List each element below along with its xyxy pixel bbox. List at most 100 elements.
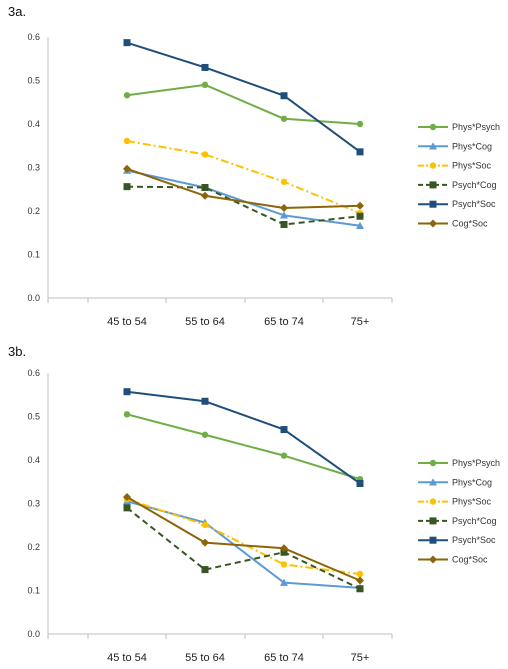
panel-label-3a: 3a. (8, 4, 26, 19)
legend-marker (429, 459, 437, 467)
data-point-cog-soc (123, 492, 131, 501)
legend-item: Psych*Cog (418, 180, 497, 190)
data-point-phys-soc (123, 137, 131, 145)
data-point-phys-soc (280, 561, 288, 568)
data-point-phys-psych (201, 431, 209, 438)
legend-label: Phys*Psych (452, 122, 500, 132)
data-point-psych-soc (201, 397, 209, 405)
series-line-psych-soc (126, 390, 361, 485)
x-tick-label: 45 to 54 (107, 316, 147, 328)
legend-item: Cog*Soc (418, 219, 488, 229)
data-point-psych-cog (201, 566, 209, 574)
legend-marker (429, 200, 437, 208)
data-point-psych-soc (356, 479, 364, 487)
data-point-phys-psych (201, 81, 209, 89)
data-point-psych-soc (356, 148, 364, 156)
legend-item: Cog*Soc (418, 555, 488, 565)
legend-label: Phys*Cog (452, 141, 492, 151)
y-tick-label: 0.4 (27, 455, 40, 465)
legend-marker (429, 219, 437, 228)
data-point-psych-soc (201, 63, 209, 71)
series-line-psych-soc (126, 41, 361, 153)
legend-marker (429, 181, 437, 189)
legend-marker (429, 162, 437, 169)
data-point-phys-soc (201, 151, 209, 158)
legend-marker (429, 517, 437, 525)
data-point-psych-cog (356, 585, 364, 593)
data-point-phys-psych (280, 452, 288, 459)
data-point-phys-psych (280, 115, 288, 122)
data-point-cog-soc (280, 544, 288, 553)
x-tick-label: 65 to 74 (264, 316, 304, 328)
y-tick-label: 0.0 (27, 629, 40, 639)
x-tick-label: 55 to 64 (185, 652, 225, 664)
data-point-cog-soc (123, 164, 131, 173)
data-point-cog-soc (201, 538, 209, 547)
chart-3b: 0.0 0.1 0.2 0.3 0.4 0.5 0.6 45 to 54 55 to 64 65 … (27, 368, 500, 664)
series-line-phys-psych (126, 83, 361, 125)
y-tick-label: 0.2 (27, 542, 40, 552)
series-line-phys-psych (126, 413, 361, 481)
data-point-psych-soc (123, 388, 131, 396)
legend-label: Psych*Soc (452, 199, 496, 209)
series-line-phys-soc (126, 139, 361, 215)
y-tick-label: 0.6 (27, 32, 40, 42)
legend-label: Psych*Cog (452, 180, 497, 190)
y-tick-label: 0.1 (27, 250, 40, 260)
data-point-phys-psych (123, 92, 131, 99)
data-point-phys-soc (201, 521, 209, 529)
data-point-phys-soc (280, 178, 288, 186)
x-tick-label: 75+ (351, 316, 370, 328)
data-point-phys-psych (356, 120, 364, 128)
legend-item: Phys*Soc (418, 497, 492, 507)
y-tick-label: 0.6 (27, 368, 40, 378)
series-line-phys-soc (126, 498, 361, 575)
data-point-cog-soc (201, 191, 209, 200)
data-point-psych-cog (201, 184, 209, 192)
legend-label: Phys*Cog (452, 477, 492, 487)
legend-label: Cog*Soc (452, 555, 488, 565)
legend-item: Phys*Cog (418, 477, 492, 487)
legend-item: Phys*Soc (418, 161, 492, 171)
data-point-phys-soc (356, 570, 364, 578)
legend-item: Phys*Psych (418, 122, 500, 132)
data-point-phys-cog (280, 211, 288, 219)
data-point-psych-soc (280, 426, 288, 434)
legend-item: Phys*Cog (418, 141, 492, 151)
panel-label-3b: 3b. (8, 344, 26, 359)
x-tick-label: 45 to 54 (107, 652, 147, 664)
legend-marker (429, 142, 437, 150)
y-tick-label: 0.3 (27, 163, 40, 173)
series-line-phys-cog (126, 169, 361, 227)
data-point-psych-cog (356, 212, 364, 220)
legend-marker (429, 123, 437, 131)
legend-item: Psych*Soc (418, 199, 496, 209)
legend-label: Phys*Soc (452, 497, 492, 507)
y-tick-label: 0.4 (27, 119, 40, 129)
data-point-phys-cog (280, 578, 288, 586)
legend-marker (429, 555, 437, 564)
chart-3a: 0.0 0.1 0.2 0.3 0.4 0.5 0.6 45 to 54 55 to 64 65 … (27, 32, 500, 328)
series-line-psych-cog (126, 507, 361, 590)
legend-label: Phys*Psych (452, 458, 500, 468)
legend-marker (429, 536, 437, 544)
series-line-cog-soc (126, 167, 361, 209)
data-point-cog-soc (356, 576, 364, 585)
data-point-psych-cog (280, 220, 288, 228)
data-point-cog-soc (356, 201, 364, 210)
legend-marker (429, 478, 437, 486)
legend-label: Psych*Soc (452, 535, 496, 545)
legend-label: Cog*Soc (452, 219, 488, 229)
data-point-psych-soc (123, 39, 131, 47)
data-point-psych-cog (123, 183, 131, 191)
y-tick-label: 0.5 (27, 412, 40, 422)
data-point-phys-psych (123, 411, 131, 418)
legend-item: Phys*Psych (418, 458, 500, 468)
legend-item: Psych*Cog (418, 516, 497, 526)
series-line-psych-cog (126, 185, 361, 226)
series-line-cog-soc (126, 496, 361, 582)
y-tick-label: 0.0 (27, 293, 40, 303)
data-point-psych-soc (280, 92, 288, 100)
legend-label: Phys*Soc (452, 161, 492, 171)
